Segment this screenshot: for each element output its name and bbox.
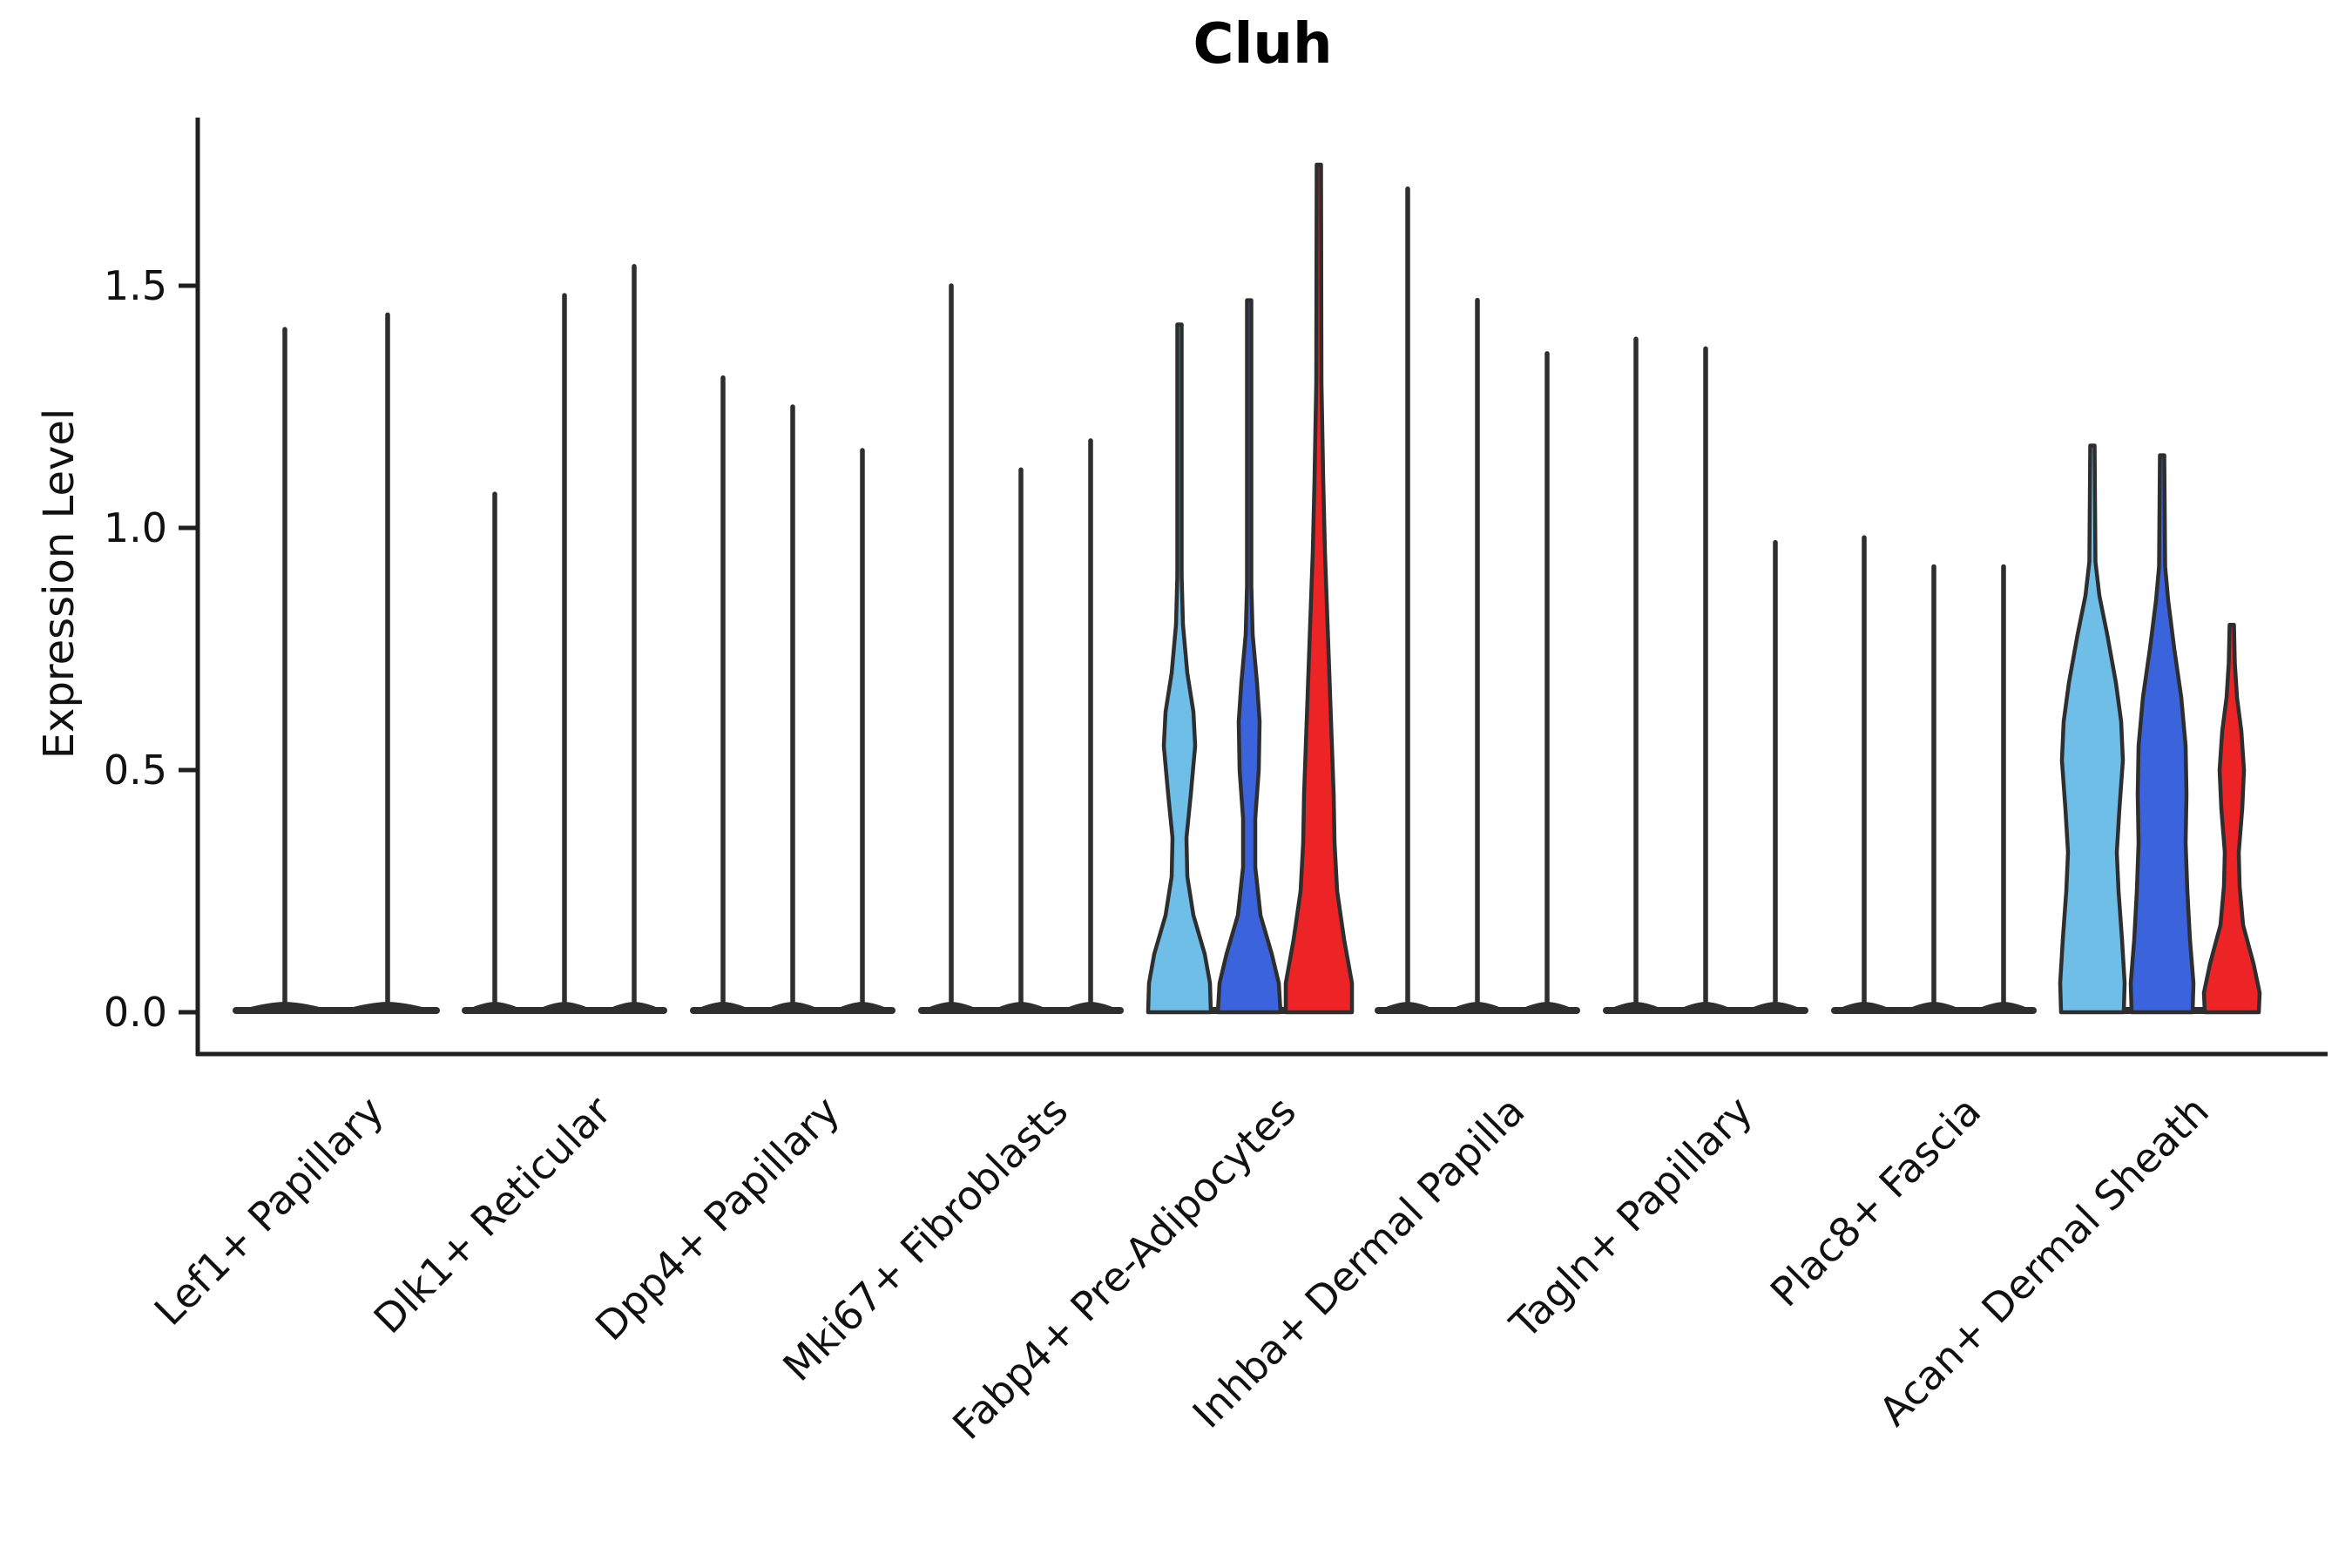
y-tick-1.0: 1.0 (103, 504, 167, 551)
y-tick-0.0: 0.0 (103, 989, 167, 1036)
violin-group-6 (1375, 186, 1580, 1014)
violin-group-9 (2058, 443, 2262, 1015)
violin-group-3 (690, 375, 896, 1014)
violin-group-7 (1603, 336, 1808, 1014)
violin-shape-dark-blue (2128, 453, 2196, 1015)
y-tick-0.5: 0.5 (103, 747, 167, 794)
violin-group-5 (1146, 162, 1355, 1015)
violin-shape-dark-blue (1215, 298, 1283, 1015)
violin-group-4 (918, 283, 1124, 1014)
violin-group-2 (462, 264, 667, 1014)
y-tick-1.5: 1.5 (103, 262, 167, 309)
violin-shape-light-blue (1146, 322, 1213, 1015)
violin-group-1 (233, 312, 440, 1014)
violin-shape-light-blue (2058, 443, 2127, 1015)
violin-group-8 (1831, 535, 2037, 1014)
violin-shape-red (1283, 162, 1355, 1015)
chart-title: Cluh (1193, 12, 1333, 77)
violin-shape-red (2201, 622, 2262, 1015)
